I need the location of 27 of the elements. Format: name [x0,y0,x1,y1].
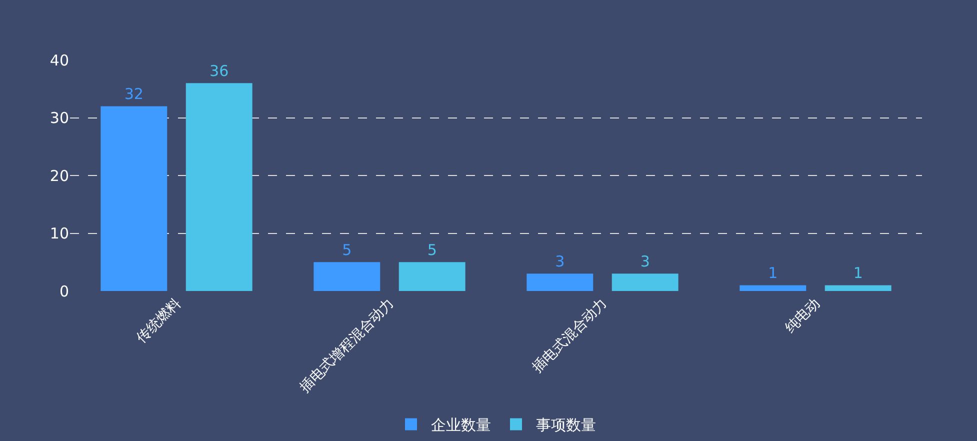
data-label: 5 [427,241,437,260]
bar [314,262,380,291]
data-label: 36 [210,62,229,80]
bar [740,285,806,291]
y-tick-label: 20 [50,166,69,185]
legend-label: 事项数量 [536,416,596,434]
y-tick-label: 30 [50,109,69,127]
x-tick-label: 插电式混合动力 [530,295,610,376]
data-label: 32 [124,85,144,104]
bar [398,262,466,291]
y-tick-label: 10 [50,224,69,242]
y-tick-label: 0 [59,282,69,300]
x-tick-label: 传统燃料 [133,295,184,346]
x-tick-label: 插电式增程混合动力 [296,295,398,396]
data-label: 5 [342,241,352,260]
data-label: 3 [640,252,650,271]
bar [612,274,678,291]
bar [186,83,252,291]
data-label: 1 [768,264,778,282]
legend-label: 企业数量 [431,416,491,434]
x-tick-label: 纯电动 [782,295,824,336]
data-label: 3 [555,252,565,271]
y-tick-label: 40 [50,51,69,70]
data-label: 1 [853,264,863,282]
bar [824,285,892,291]
bar [100,106,168,291]
bar [526,274,594,291]
